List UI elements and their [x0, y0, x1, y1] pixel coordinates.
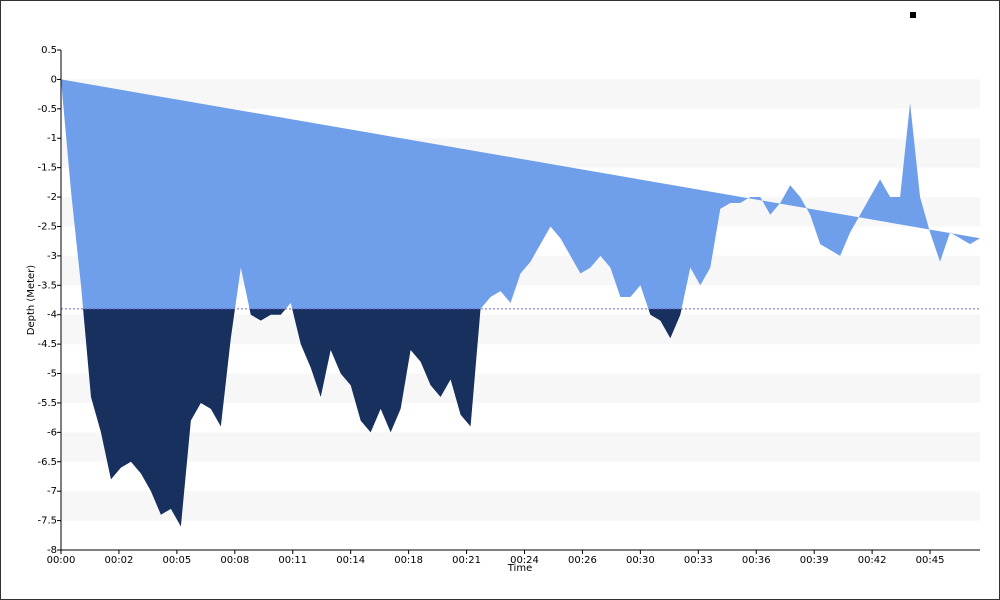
y-tick-label: -6 [47, 427, 57, 438]
y-tick-label: -8 [47, 545, 57, 556]
grid-band [61, 79, 980, 109]
y-tick-label: 0 [51, 74, 57, 85]
y-tick-label: -3.5 [37, 280, 57, 291]
y-tick-label: -2 [47, 192, 57, 203]
x-tick-label: 00:00 [47, 555, 76, 566]
y-tick-label: -1.5 [37, 163, 57, 174]
y-tick-label: -7.5 [37, 516, 57, 527]
y-tick-label: -6.5 [37, 457, 57, 468]
grid-band [61, 491, 980, 521]
x-tick-label: 00:05 [162, 555, 191, 566]
y-tick-label: 0.5 [41, 45, 57, 56]
legend-marker [910, 12, 916, 18]
y-tick-label: -5 [47, 369, 57, 380]
x-tick-label: 00:14 [336, 555, 365, 566]
x-tick-label: 00:36 [742, 555, 771, 566]
y-tick-label: -0.5 [37, 104, 57, 115]
x-tick-label: 00:45 [916, 555, 945, 566]
area-above [61, 79, 980, 309]
x-tick-label: 00:26 [568, 555, 597, 566]
y-tick-label: -4 [47, 310, 57, 321]
x-tick-label: 00:33 [684, 555, 713, 566]
y-tick-label: -4.5 [37, 339, 57, 350]
x-axis-label: Time [507, 563, 532, 574]
grid-band [61, 432, 980, 462]
y-tick-label: -2.5 [37, 221, 57, 232]
area-below [83, 308, 682, 527]
x-tick-label: 00:08 [220, 555, 249, 566]
x-tick-label: 00:24 [510, 555, 539, 566]
x-tick-label: 00:30 [626, 555, 655, 566]
x-tick-label: 00:39 [800, 555, 829, 566]
x-tick-label: 00:18 [394, 555, 423, 566]
y-tick-label: -1 [47, 133, 57, 144]
y-tick-label: -7 [47, 486, 57, 497]
x-tick-label: 00:11 [278, 555, 307, 566]
y-tick-label: -5.5 [37, 398, 57, 409]
x-tick-label: 00:42 [858, 555, 887, 566]
y-axis-label: Depth (Meter) [26, 265, 37, 336]
y-tick-label: -3 [47, 251, 57, 262]
x-tick-label: 00:02 [105, 555, 134, 566]
x-tick-label: 00:21 [452, 555, 481, 566]
